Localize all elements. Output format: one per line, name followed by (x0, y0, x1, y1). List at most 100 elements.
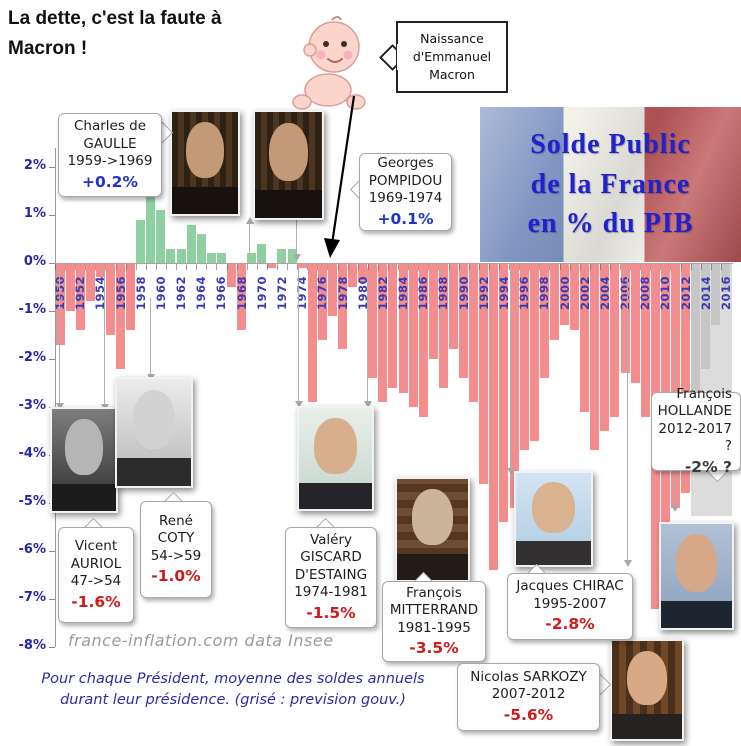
year-label-2016: 2016 (718, 275, 733, 310)
x-axis-tick (135, 264, 137, 270)
callout-text-line: POMPIDOU (368, 172, 443, 189)
callout-text-line: 54->59 (150, 547, 202, 564)
x-axis-tick (85, 264, 87, 270)
x-axis-tick (468, 264, 470, 270)
x-axis-tick (347, 264, 349, 270)
president-average-value: -1.0% (151, 567, 201, 586)
callout-text-line: Georges (377, 155, 434, 172)
bar-1957 (126, 263, 136, 331)
portrait-face (411, 489, 454, 545)
year-label-1990: 1990 (456, 275, 471, 310)
bar-1987 (428, 263, 438, 359)
connector-arrowhead-down (55, 403, 64, 410)
x-axis-tick (206, 264, 208, 270)
year-label-2000: 2000 (557, 275, 572, 310)
x-axis-tick (650, 264, 652, 270)
connector-arrowhead-up (245, 217, 254, 224)
callout-giscard: Valéry GISCARD D'ESTAING 1974-1981 -1.5% (285, 527, 377, 628)
portrait-suit (516, 541, 591, 565)
x-axis-tick (115, 264, 117, 270)
x-axis-tick (398, 264, 400, 270)
x-axis-tick (236, 264, 238, 270)
bar-2001 (570, 263, 580, 331)
bar-1992 (479, 263, 489, 484)
x-axis-tick (509, 264, 511, 270)
flag-title-line2: de la France (530, 168, 691, 200)
bar-2013 (691, 263, 701, 460)
macron-birth-arrow (324, 95, 356, 258)
bar-1955 (105, 263, 115, 335)
year-label-1962: 1962 (174, 275, 189, 310)
callout-text-line: Valéry (309, 531, 353, 548)
x-axis-tick (569, 264, 571, 270)
photo-hollande (659, 522, 734, 630)
x-axis-tick (599, 264, 601, 270)
y-axis-tick (49, 311, 55, 312)
bar-1988 (438, 263, 448, 388)
photo-chirac (514, 471, 593, 567)
callout-text-line: D'ESTAING (294, 566, 368, 583)
photo-sarkozy (610, 639, 684, 741)
y-axis-label--3%: -3% (18, 398, 46, 413)
year-label-1982: 1982 (375, 275, 390, 310)
x-axis-tick (428, 264, 430, 270)
x-axis-tick (609, 264, 611, 270)
bar-1976 (317, 263, 327, 340)
bar-1994 (499, 263, 509, 523)
y-axis-label--6%: -6% (18, 542, 46, 557)
year-label-1966: 1966 (214, 275, 229, 310)
connector-arrowhead-down (623, 560, 632, 567)
callout-text-line: François (676, 385, 732, 402)
title-line1: La dette, c'est la faute à (8, 8, 222, 29)
y-axis-tick (49, 551, 55, 552)
callout-text-line: 1995-2007 (533, 595, 607, 612)
x-axis-tick (579, 264, 581, 270)
connector-line (249, 224, 250, 258)
x-axis-tick (55, 264, 56, 270)
y-axis-label-0%: 0% (23, 254, 46, 269)
naissance-line: d'Emmanuel (412, 48, 492, 64)
x-axis-tick (660, 264, 662, 270)
callout-pompidou: Georges POMPIDOU 1969-1974 +0.1% (359, 153, 452, 231)
year-label-1970: 1970 (254, 275, 269, 310)
x-axis-tick (276, 264, 278, 270)
president-average-value: +0.2% (82, 172, 138, 191)
bar-2014 (701, 263, 711, 369)
y-axis-line (55, 148, 56, 647)
connector-line (510, 268, 511, 468)
year-label-1984: 1984 (396, 275, 411, 310)
x-axis-tick (165, 264, 167, 270)
year-label-1988: 1988 (436, 275, 451, 310)
bar-2007 (630, 263, 640, 383)
bar-1990 (459, 263, 469, 379)
portrait-suit (612, 713, 682, 739)
bar-2016 (721, 263, 731, 292)
bar-1997 (529, 263, 539, 441)
photo-pompidou (253, 110, 324, 220)
y-axis-label--1%: -1% (18, 302, 46, 317)
connector-line (150, 298, 151, 374)
x-axis-tick (105, 264, 107, 270)
president-average-value: -2% ? (684, 458, 732, 477)
bar-1982 (378, 263, 388, 403)
year-label-1992: 1992 (476, 275, 491, 310)
x-axis-tick (700, 264, 702, 270)
bar-2006 (620, 263, 630, 374)
photo-coty (115, 377, 193, 488)
connector-arrowhead-down (506, 468, 515, 475)
bar-1965 (206, 253, 216, 263)
bar-1993 (489, 263, 499, 571)
bar-1961 (166, 248, 176, 263)
bar-1999 (549, 263, 559, 340)
x-axis-tick (720, 264, 722, 270)
y-axis-label-2%: 2% (23, 158, 46, 173)
bar-1985 (408, 263, 418, 407)
x-axis-tick (640, 264, 642, 270)
president-average-value: +0.1% (377, 209, 434, 228)
connector-arrowhead-down (294, 401, 303, 408)
year-label-1960: 1960 (153, 275, 168, 310)
x-axis-tick (630, 264, 632, 270)
x-axis-tick (539, 264, 541, 270)
bar-2005 (610, 263, 620, 417)
y-axis-label--8%: -8% (18, 638, 46, 653)
